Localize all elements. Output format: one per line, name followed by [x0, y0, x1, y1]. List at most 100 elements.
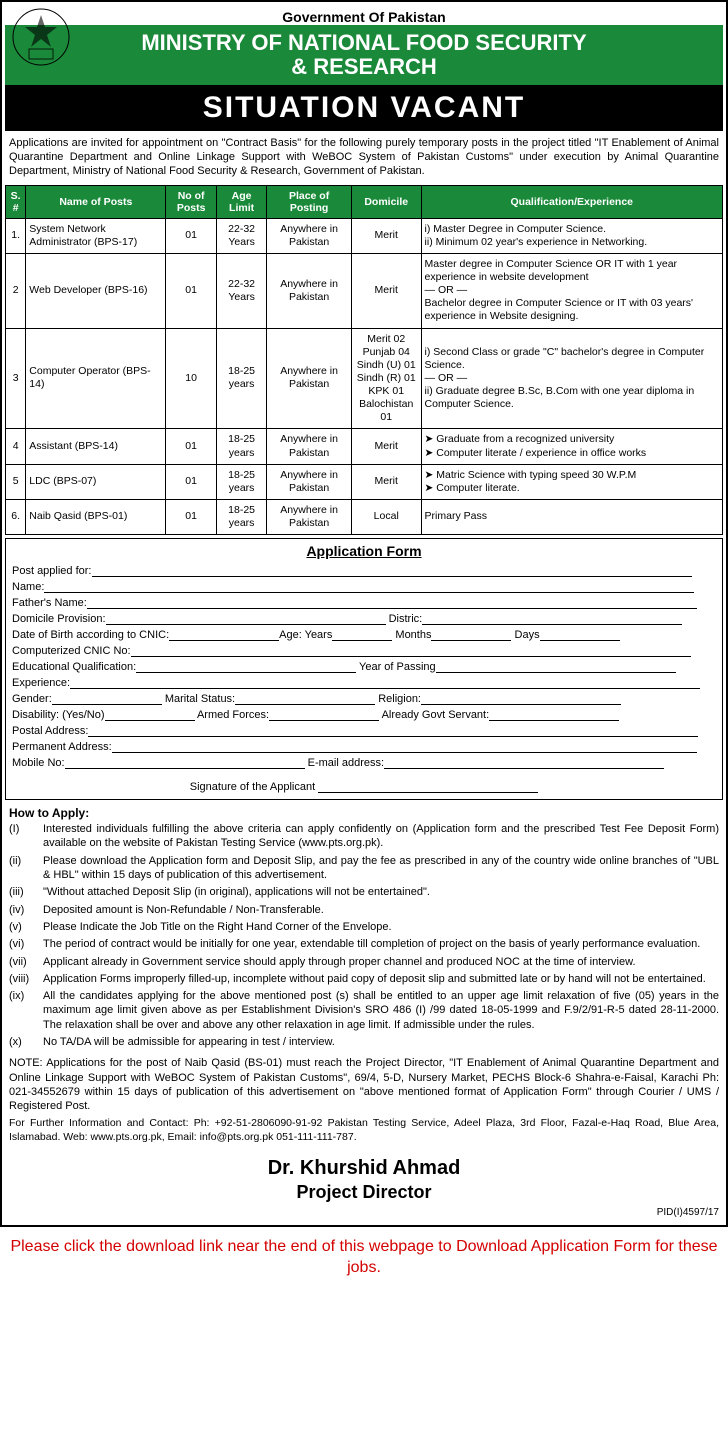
table-cell: Merit: [351, 429, 421, 464]
howto-item: (vi)The period of contract would be init…: [9, 937, 719, 951]
label-signature: Signature of the Applicant: [190, 781, 315, 793]
table-cell: ➤ Graduate from a recognized university …: [421, 429, 722, 464]
download-instruction: Please click the download link near the …: [0, 1227, 728, 1289]
howto-item: (vii)Applicant already in Government ser…: [9, 955, 719, 969]
table-cell: 01: [166, 218, 217, 253]
table-cell: 2: [6, 253, 26, 328]
howto-num: (iv): [9, 903, 43, 917]
label-edu: Educational Qualification:: [12, 661, 136, 673]
table-row: 4Assistant (BPS-14)0118-25 yearsAnywhere…: [6, 429, 723, 464]
howto-num: (iii): [9, 885, 43, 899]
table-cell: Local: [351, 499, 421, 534]
ministry-banner: MINISTRY OF NATIONAL FOOD SECURITY & RES…: [5, 25, 723, 85]
table-cell: 18-25 years: [216, 464, 266, 499]
howto-num: (I): [9, 822, 43, 851]
label-permanent: Permanent Address:: [12, 741, 112, 753]
table-cell: 18-25 years: [216, 499, 266, 534]
howto-text: Applicant already in Government service …: [43, 955, 636, 969]
table-cell: ➤ Matric Science with typing speed 30 W.…: [421, 464, 722, 499]
intro-paragraph: Applications are invited for appointment…: [5, 131, 723, 184]
table-cell: Computer Operator (BPS-14): [26, 328, 166, 429]
howto-item: (viii)Application Forms improperly fille…: [9, 972, 719, 986]
label-days: Days: [515, 629, 540, 641]
table-cell: Anywhere in Pakistan: [267, 464, 352, 499]
howto-text: The period of contract would be initiall…: [43, 937, 700, 951]
table-row: 6.Naib Qasid (BPS-01)0118-25 yearsAnywhe…: [6, 499, 723, 534]
label-exp: Experience:: [12, 677, 70, 689]
table-header: Place of Posting: [267, 185, 352, 218]
label-yop: Year of Passing: [359, 661, 436, 673]
label-domicile: Domicile Provision:: [12, 613, 106, 625]
table-header: S. #: [6, 185, 26, 218]
howto-item: (x)No TA/DA will be admissible for appea…: [9, 1035, 719, 1049]
table-cell: Merit: [351, 464, 421, 499]
table-cell: Anywhere in Pakistan: [267, 429, 352, 464]
label-district: Distric:: [389, 613, 423, 625]
howto-text: Deposited amount is Non-Refundable / Non…: [43, 903, 324, 917]
label-disability: Disability: (Yes/No): [12, 709, 105, 721]
howto-item: (iv)Deposited amount is Non-Refundable /…: [9, 903, 719, 917]
howto-text: Please download the Application form and…: [43, 854, 719, 883]
table-header: Domicile: [351, 185, 421, 218]
table-cell: Primary Pass: [421, 499, 722, 534]
table-cell: 22-32 Years: [216, 218, 266, 253]
howto-num: (x): [9, 1035, 43, 1049]
contact-line: For Further Information and Contact: Ph:…: [5, 1117, 723, 1150]
label-mobile: Mobile No:: [12, 757, 65, 769]
label-gender: Gender:: [12, 693, 52, 705]
table-cell: 18-25 years: [216, 328, 266, 429]
howto-num: (vi): [9, 937, 43, 951]
table-header: Name of Posts: [26, 185, 166, 218]
howto-num: (viii): [9, 972, 43, 986]
appform-title: Application Form: [6, 539, 722, 563]
table-cell: Anywhere in Pakistan: [267, 253, 352, 328]
table-header: No of Posts: [166, 185, 217, 218]
table-cell: Merit 02 Punjab 04 Sindh (U) 01 Sindh (R…: [351, 328, 421, 429]
table-cell: Anywhere in Pakistan: [267, 218, 352, 253]
ministry-line2: & RESEARCH: [5, 55, 723, 79]
label-post: Post applied for:: [12, 565, 92, 577]
table-cell: 18-25 years: [216, 429, 266, 464]
table-cell: Merit: [351, 253, 421, 328]
table-cell: 01: [166, 499, 217, 534]
table-cell: Assistant (BPS-14): [26, 429, 166, 464]
application-form: Application Form Post applied for: Name:…: [5, 538, 723, 800]
table-cell: 01: [166, 429, 217, 464]
jobs-table: S. #Name of PostsNo of PostsAge LimitPla…: [5, 185, 723, 536]
label-name: Name:: [12, 581, 44, 593]
table-header: Age Limit: [216, 185, 266, 218]
gov-text: Government Of Pakistan: [282, 9, 445, 25]
howto-text: Interested individuals fulfilling the ab…: [43, 822, 719, 851]
table-cell: 10: [166, 328, 217, 429]
signature-title: Project Director: [5, 1182, 723, 1207]
table-row: 5LDC (BPS-07)0118-25 yearsAnywhere in Pa…: [6, 464, 723, 499]
table-cell: 4: [6, 429, 26, 464]
table-cell: Naib Qasid (BPS-01): [26, 499, 166, 534]
howto-num: (ii): [9, 854, 43, 883]
howto-text: Please Indicate the Job Title on the Rig…: [43, 920, 392, 934]
table-cell: Anywhere in Pakistan: [267, 499, 352, 534]
table-row: 2Web Developer (BPS-16)0122-32 YearsAnyw…: [6, 253, 723, 328]
table-cell: 5: [6, 464, 26, 499]
table-row: 1.System Network Administrator (BPS-17)0…: [6, 218, 723, 253]
howto-item: (iii)"Without attached Deposit Slip (in …: [9, 885, 719, 899]
ministry-line1: MINISTRY OF NATIONAL FOOD SECURITY: [5, 31, 723, 55]
howto-list: (I)Interested individuals fulfilling the…: [5, 822, 723, 1049]
label-months: Months: [395, 629, 431, 641]
label-govt: Already Govt Servant:: [382, 709, 490, 721]
howto-item: (ii)Please download the Application form…: [9, 854, 719, 883]
howto-num: (vii): [9, 955, 43, 969]
table-cell: Anywhere in Pakistan: [267, 328, 352, 429]
table-cell: Web Developer (BPS-16): [26, 253, 166, 328]
howto-text: No TA/DA will be admissible for appearin…: [43, 1035, 335, 1049]
label-religion: Religion:: [378, 693, 421, 705]
table-cell: Master degree in Computer Science OR IT …: [421, 253, 722, 328]
table-cell: 22-32 Years: [216, 253, 266, 328]
gov-header-line: Government Of Pakistan: [5, 5, 723, 25]
howto-text: Application Forms improperly filled-up, …: [43, 972, 706, 986]
table-cell: Merit: [351, 218, 421, 253]
table-cell: System Network Administrator (BPS-17): [26, 218, 166, 253]
table-header: Qualification/Experience: [421, 185, 722, 218]
label-cnic: Computerized CNIC No:: [12, 645, 131, 657]
signature-name: Dr. Khurshid Ahmad: [5, 1151, 723, 1182]
